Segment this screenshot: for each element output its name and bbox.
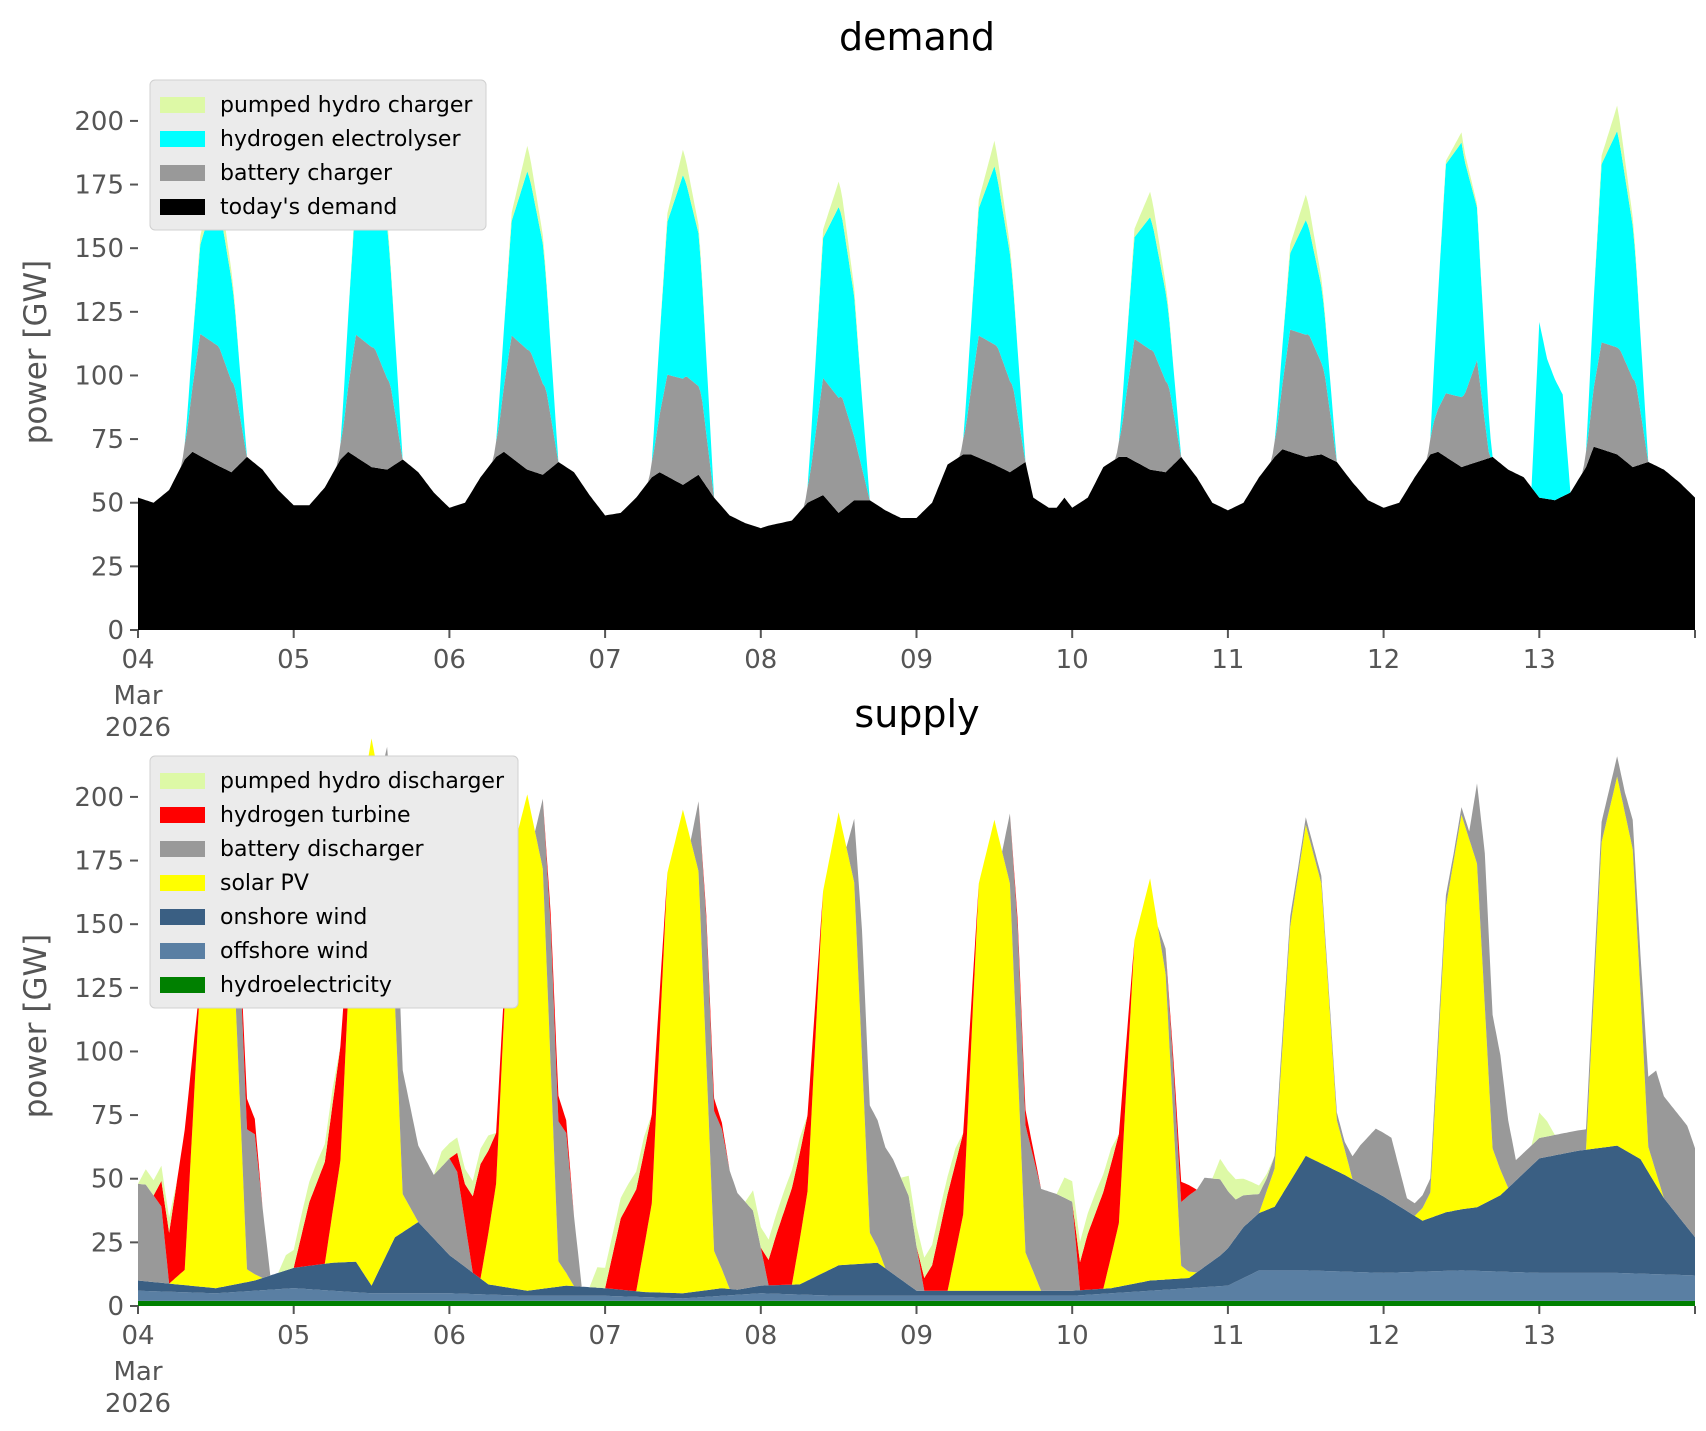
- legend-label-battery-charger: battery charger: [220, 161, 393, 186]
- supply-y-axis-label: power [GW]: [18, 934, 54, 1119]
- y-tick-label: 200: [74, 107, 124, 137]
- y-tick-label: 100: [74, 361, 124, 391]
- legend-label-hydrogen-turbine: hydrogen turbine: [220, 803, 411, 828]
- legend-swatch-hydroelectricity: [160, 977, 205, 993]
- supply-areas: [138, 738, 1695, 1306]
- legend-swatch-onshore-wind: [160, 909, 205, 925]
- x-tick-label: 13: [1523, 1321, 1556, 1351]
- supply-y-axis: 0 25 50 75 100 125 150 175 200: [74, 783, 138, 1322]
- legend-swatch-battery-charger: [160, 165, 205, 181]
- demand-y-axis-label: power [GW]: [18, 260, 54, 445]
- legend-label-onshore-wind: onshore wind: [220, 905, 367, 930]
- x-tick-label: 05: [277, 645, 310, 675]
- x-tick-sublabel: Mar: [113, 681, 162, 711]
- x-tick-label: 04: [121, 645, 154, 675]
- supply-panel: supply power [GW] 04 05 06 07 08 09 10 11 12 13 Ma…: [18, 692, 1696, 1419]
- x-tick-label: 13: [1523, 645, 1556, 675]
- x-tick-label: 12: [1367, 645, 1400, 675]
- x-tick-label: 09: [900, 645, 933, 675]
- y-tick-label: 0: [107, 616, 124, 646]
- y-tick-label: 0: [107, 1292, 124, 1322]
- y-tick-label: 175: [74, 847, 124, 877]
- demand-title: demand: [839, 15, 995, 59]
- legend-swatch-offshore-wind: [160, 943, 205, 959]
- legend-label-offshore-wind: offshore wind: [220, 939, 369, 964]
- x-tick-label: 12: [1367, 1321, 1400, 1351]
- y-tick-label: 50: [91, 489, 124, 519]
- y-tick-label: 125: [74, 298, 124, 328]
- area-hydrogen-electrolyser: [138, 130, 1695, 529]
- y-tick-label: 75: [91, 1101, 124, 1131]
- legend-label-pumped-hydro-discharger: pumped hydro discharger: [220, 769, 505, 794]
- legend-box: [149, 755, 519, 1009]
- legend-swatch-pumped-hydro-discharger: [160, 773, 205, 789]
- legend-label-today-s-demand: today's demand: [220, 195, 397, 220]
- y-tick-label: 25: [91, 1228, 124, 1258]
- area-hydroelectricity: [138, 1300, 1695, 1306]
- supply-legend: pumped hydro discharger hydrogen turbine b…: [149, 755, 519, 1009]
- y-tick-label: 150: [74, 910, 124, 940]
- legend-label-solar-pv: solar PV: [220, 871, 309, 896]
- legend-label-hydrogen-electrolyser: hydrogen electrolyser: [220, 127, 461, 152]
- legend-swatch-hydrogen-electrolyser: [160, 131, 205, 147]
- x-tick-sublabel: 2026: [105, 1389, 171, 1419]
- x-tick-label: 11: [1211, 1321, 1244, 1351]
- legend-swatch-today-s-demand: [160, 199, 205, 215]
- legend-label-pumped-hydro-charger: pumped hydro charger: [220, 93, 473, 118]
- x-tick-label: 08: [744, 645, 777, 675]
- x-tick-sublabel: 2026: [105, 713, 171, 743]
- legend-swatch-hydrogen-turbine: [160, 807, 205, 823]
- x-tick-label: 07: [589, 645, 622, 675]
- area-pumped-hydro-charger: [138, 105, 1695, 529]
- y-tick-label: 175: [74, 171, 124, 201]
- legend-swatch-battery-discharger: [160, 841, 205, 857]
- x-tick-label: 10: [1056, 645, 1089, 675]
- y-tick-label: 50: [91, 1165, 124, 1195]
- y-tick-label: 150: [74, 234, 124, 264]
- x-tick-label: 06: [433, 645, 466, 675]
- legend-swatch-solar-pv: [160, 875, 205, 891]
- x-tick-label: 09: [900, 1321, 933, 1351]
- x-tick-label: 06: [433, 1321, 466, 1351]
- y-tick-label: 75: [91, 425, 124, 455]
- demand-panel: demand power [GW] 04 05 06 07 08 09 10 11 12 13 Ma…: [18, 15, 1696, 743]
- x-tick-label: 07: [589, 1321, 622, 1351]
- legend-box: [149, 79, 487, 231]
- y-tick-label: 200: [74, 783, 124, 813]
- x-tick-label: 04: [121, 1321, 154, 1351]
- y-tick-label: 125: [74, 974, 124, 1004]
- y-tick-label: 100: [74, 1037, 124, 1067]
- area-solar-pv: [138, 738, 1695, 1294]
- x-tick-sublabel: Mar: [113, 1357, 162, 1387]
- legend-label-battery-discharger: battery discharger: [220, 837, 425, 862]
- area-today-s-demand: [138, 446, 1695, 630]
- area-offshore-wind: [138, 1270, 1695, 1301]
- x-tick-label: 10: [1056, 1321, 1089, 1351]
- area-battery-charger: [138, 329, 1695, 529]
- legend-swatch-pumped-hydro-charger: [160, 97, 205, 113]
- area-onshore-wind: [138, 1145, 1695, 1299]
- demand-areas: [138, 105, 1695, 630]
- supply-title: supply: [854, 692, 979, 736]
- x-tick-label: 08: [744, 1321, 777, 1351]
- y-tick-label: 25: [91, 552, 124, 582]
- legend-label-hydroelectricity: hydroelectricity: [220, 973, 392, 998]
- demand-y-axis: 0 25 50 75 100 125 150 175 200: [74, 107, 138, 646]
- x-tick-label: 11: [1211, 645, 1244, 675]
- demand-legend: pumped hydro charger hydrogen electrolyse…: [149, 79, 487, 231]
- x-tick-label: 05: [277, 1321, 310, 1351]
